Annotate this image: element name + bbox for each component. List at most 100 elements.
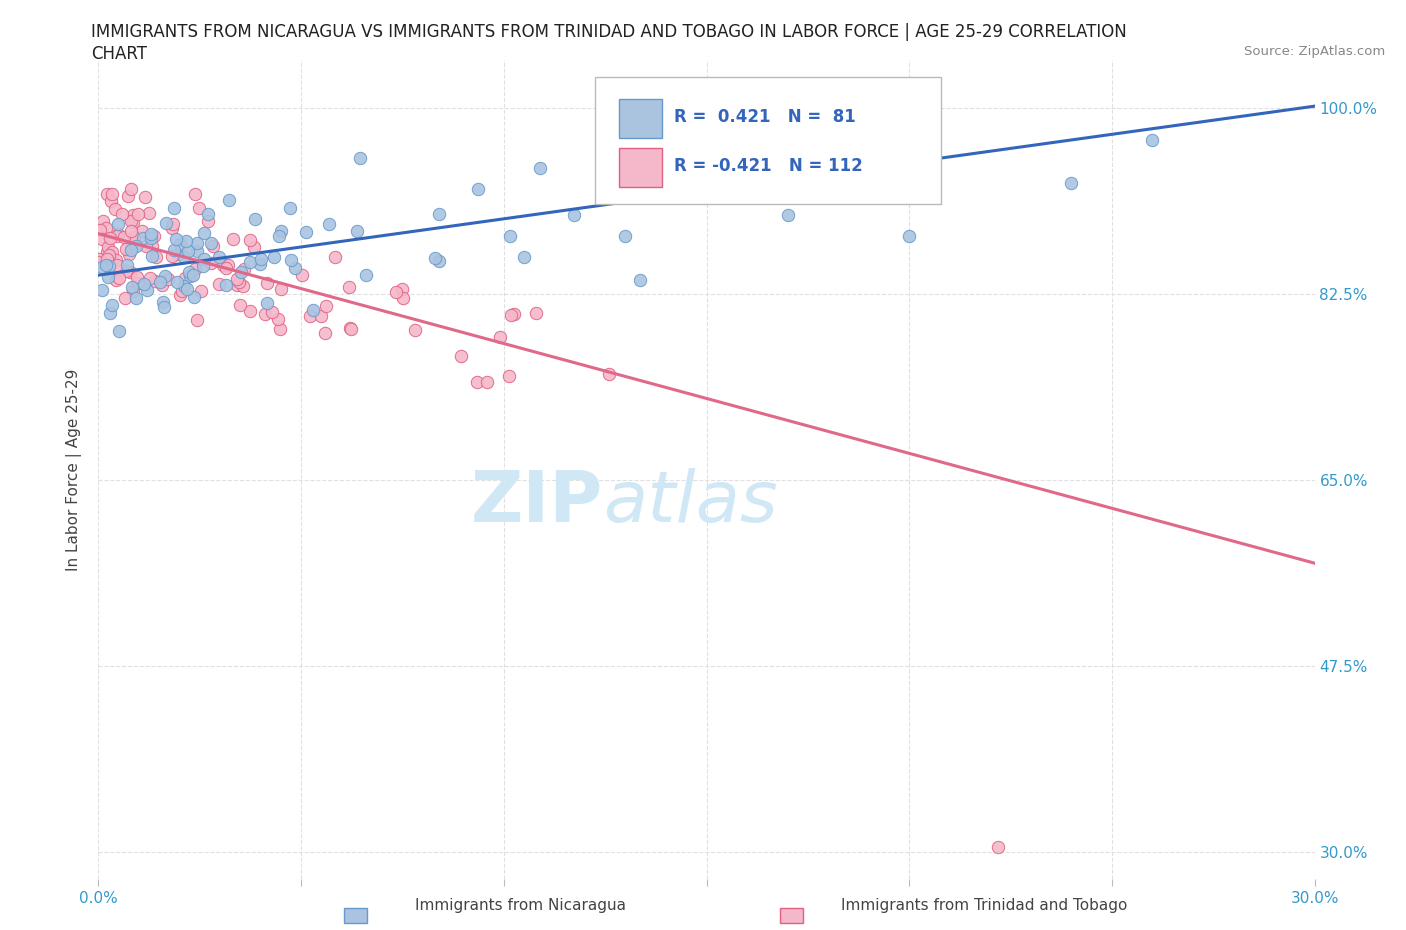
Point [169,236,191,251]
Text: IMMIGRANTS FROM NICARAGUA VS IMMIGRANTS FROM TRINIDAD AND TOBAGO IN LABOR FORCE : IMMIGRANTS FROM NICARAGUA VS IMMIGRANTS … [91,23,1128,41]
Point [174,233,197,248]
Point [117,188,139,203]
Point [212,257,235,272]
Point [120,213,142,228]
Point [284,260,307,275]
Point [186,312,208,327]
Point [340,321,363,336]
Text: ZIP: ZIP [471,468,603,537]
Point [107,228,129,243]
Y-axis label: In Labor Force | Age 25-29: In Labor Force | Age 25-29 [66,368,83,571]
Point [245,211,267,226]
Point [217,258,239,272]
Point [423,250,446,265]
Point [121,214,143,229]
Point [499,229,522,244]
Point [91,213,114,228]
Point [160,248,183,263]
Point [267,312,290,326]
Point [135,283,157,298]
Point [167,246,190,261]
Point [208,276,231,291]
Point [143,273,166,288]
Point [628,272,651,287]
Point [139,231,162,246]
Point [186,236,208,251]
Point [155,216,177,231]
Bar [619,148,661,187]
Point [776,207,799,222]
Point [179,265,201,280]
Point [562,207,585,222]
Point [100,193,122,208]
Point [467,182,489,197]
Point [475,375,498,390]
Point [97,255,120,270]
Point [197,213,219,228]
Point [239,232,262,247]
Point [139,271,162,286]
Point [218,193,240,207]
Point [89,251,111,266]
Point [135,239,157,254]
Point [96,245,118,259]
Point [200,256,222,271]
Point [131,223,153,238]
Point [173,250,195,265]
Point [96,258,118,272]
Point [404,322,426,337]
Point [529,161,551,176]
Point [513,250,536,265]
Point [163,243,186,258]
Text: R = -0.421   N = 112: R = -0.421 N = 112 [673,157,862,175]
Point [323,249,346,264]
Point [215,260,238,275]
Point [153,269,176,284]
Point [501,307,523,322]
Point [197,206,219,221]
Point [226,277,249,292]
Point [898,229,921,244]
Point [107,324,129,339]
Point [177,244,200,259]
Point [1060,175,1083,190]
Point [346,223,368,238]
Point [1142,133,1164,148]
Point [145,249,167,264]
Point [337,280,360,295]
Point [503,307,526,322]
Text: Immigrants from Trinidad and Tobago: Immigrants from Trinidad and Tobago [841,898,1128,913]
Point [614,229,637,244]
Point [232,261,254,276]
Point [122,284,145,299]
Point [87,255,110,270]
Point [121,207,143,222]
Point [278,201,301,216]
Point [291,268,314,283]
Point [465,374,488,389]
Point [254,306,277,321]
Point [115,258,138,272]
Point [105,252,128,267]
Bar [619,99,661,139]
Point [120,240,142,255]
Point [120,243,142,258]
Point [97,247,120,262]
Point [141,249,163,264]
Point [141,239,163,254]
Point [450,348,472,363]
Point [105,272,128,287]
Point [134,190,156,205]
Text: Immigrants from Nicaragua: Immigrants from Nicaragua [415,898,626,913]
Point [384,285,406,299]
Point [101,187,124,202]
Point [208,250,231,265]
Point [125,270,148,285]
Point [987,840,1010,855]
Point [179,269,201,284]
Point [392,291,415,306]
Point [157,272,180,286]
Point [152,295,174,310]
Point [96,186,118,201]
Point [149,275,172,290]
